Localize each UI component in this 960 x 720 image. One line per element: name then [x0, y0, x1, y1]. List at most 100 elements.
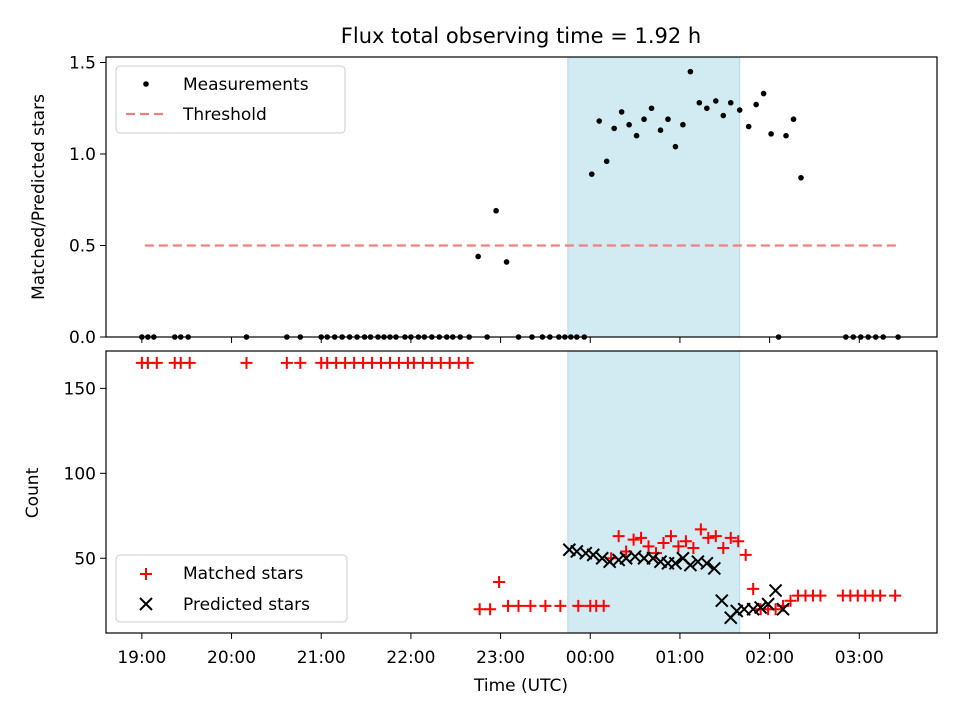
measurement-point — [665, 116, 671, 123]
matched-star-point — [694, 523, 707, 536]
measurement-point — [588, 171, 595, 177]
top-legend-box — [115, 65, 346, 134]
x-tick-label: 01:00 — [655, 648, 704, 668]
x-tick-label: 02:00 — [745, 648, 794, 668]
measurement-point — [704, 105, 710, 112]
measurement-point — [475, 253, 481, 260]
matched-star-point — [769, 603, 782, 616]
measurement-point — [720, 112, 727, 119]
matched-star-point — [664, 530, 677, 543]
matched-star-point — [679, 535, 692, 548]
bottom-y-tick-label: 50 — [74, 549, 96, 569]
measurement-point — [768, 131, 774, 137]
matched-star-point — [597, 599, 610, 612]
predicted-star-point — [646, 551, 660, 565]
matched-star-point — [747, 582, 760, 595]
predicted-star-point — [683, 558, 698, 572]
matched-star-point — [687, 542, 700, 555]
measurement-point — [641, 116, 647, 123]
x-tick-label: 23:00 — [476, 648, 525, 668]
matched-star-point — [473, 603, 486, 616]
bottom-y-tick-label: 100 — [64, 464, 96, 484]
legend-predicted-marker — [139, 597, 153, 611]
matched-star-point — [554, 599, 567, 612]
measurement-point — [760, 90, 767, 97]
measurement-point — [687, 68, 694, 75]
x-tick-label: 00:00 — [566, 648, 615, 668]
measurement-point — [727, 99, 734, 106]
chart-title: Flux total observing time = 1.92 h — [341, 24, 701, 48]
measurement-point — [798, 174, 804, 181]
matched-star-point — [814, 589, 827, 602]
predicted-star-point — [595, 551, 609, 565]
measurement-point — [596, 118, 603, 124]
matched-star-point — [724, 531, 737, 544]
measurement-point — [736, 107, 743, 113]
x-axis: 19:00 20:00 21:00 22:00 23:00 00:00 01:00 02:00… — [117, 648, 883, 668]
top-y-tick-label: 1.5 — [69, 53, 96, 73]
measurement-point — [680, 121, 686, 128]
legend-measurements-label: Measurements — [183, 75, 309, 95]
predicted-star-point — [776, 602, 790, 616]
predicted-star-point — [768, 583, 783, 598]
matched-star-point — [732, 535, 745, 548]
matched-star-point — [539, 599, 552, 612]
top-y-axis-label: Matched/Predicted stars — [29, 94, 49, 300]
legend-predicted-label: Predicted stars — [183, 595, 310, 615]
predicted-star-point — [753, 600, 768, 615]
top-panel: 0.0 0.5 1.0 1.5 Measurements Threshold — [69, 53, 938, 348]
top-y-tick-label: 0.0 — [69, 328, 96, 348]
x-tick-label: 21:00 — [297, 648, 346, 668]
x-tick-label: 19:00 — [117, 648, 166, 668]
predicted-star-point — [586, 548, 600, 562]
x-tick-label: 03:00 — [835, 648, 884, 668]
legend-matched-label: Matched stars — [183, 564, 303, 584]
top-y-tick-label: 0.5 — [69, 236, 96, 256]
bottom-highlight-span — [567, 350, 741, 634]
matched-star-point — [612, 530, 625, 543]
legend-measurements-marker — [143, 81, 149, 87]
bottom-axes-frame — [105, 350, 938, 634]
matched-star-point — [784, 594, 797, 607]
measurement-point — [493, 207, 499, 214]
matched-star-point — [709, 530, 722, 543]
matched-star-point — [672, 540, 685, 553]
matched-star-point — [502, 599, 515, 612]
legend-threshold-label: Threshold — [182, 105, 267, 125]
matched-star-point — [702, 531, 715, 544]
measurement-point — [753, 101, 759, 108]
bottom-legend-box — [115, 554, 348, 623]
predicted-star-point — [668, 556, 683, 571]
matched-star-point — [240, 356, 253, 369]
predicted-star-point — [715, 594, 729, 608]
matched-star-point — [739, 548, 752, 561]
legend-matched-marker — [140, 568, 152, 580]
matched-star-point — [524, 599, 537, 612]
top-highlight-span — [567, 56, 741, 338]
bottom-panel: 50 100 150 Matched stars Predicted stars — [64, 350, 938, 639]
predicted-star-point — [700, 556, 714, 571]
measurement-point — [626, 121, 632, 128]
matched-star-point — [635, 531, 648, 544]
measurement-point — [503, 259, 510, 265]
matched-star-point — [493, 576, 506, 589]
top-axes-frame — [105, 56, 938, 338]
measurement-point — [783, 132, 789, 139]
measurement-point — [603, 158, 610, 165]
matched-star-point — [717, 542, 730, 555]
measurement-point — [745, 123, 752, 130]
matched-star-point — [572, 599, 585, 612]
predicted-star-point — [707, 561, 722, 576]
top-y-tick-label: 1.0 — [69, 145, 96, 165]
matched-star-point — [627, 533, 640, 546]
matched-star-point — [461, 356, 474, 369]
measurement-point — [790, 116, 797, 123]
matched-star-point — [484, 603, 497, 616]
matched-star-point — [657, 536, 670, 549]
measurement-point — [696, 99, 703, 106]
x-axis-label: Time (UTC) — [473, 676, 568, 696]
measurement-point — [672, 143, 679, 150]
predicted-star-point — [761, 597, 775, 611]
measurement-point — [712, 98, 719, 104]
